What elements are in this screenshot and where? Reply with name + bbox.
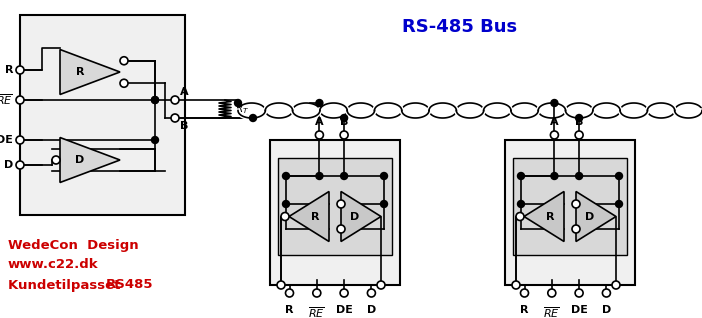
Circle shape [380, 172, 388, 179]
Bar [270, 140, 400, 285]
Circle shape [576, 172, 583, 179]
Circle shape [286, 289, 293, 297]
Circle shape [548, 289, 556, 297]
Circle shape [152, 96, 159, 103]
Bar [20, 15, 185, 215]
Circle shape [52, 156, 60, 164]
Text: RS-485 Bus: RS-485 Bus [402, 18, 517, 36]
Circle shape [612, 281, 620, 289]
Circle shape [249, 114, 256, 121]
Circle shape [282, 201, 289, 208]
Circle shape [16, 96, 24, 104]
Circle shape [616, 201, 623, 208]
Circle shape [572, 200, 580, 208]
Text: $R_T$: $R_T$ [235, 102, 249, 116]
Circle shape [340, 114, 347, 121]
Polygon shape [341, 191, 381, 241]
Circle shape [572, 225, 580, 233]
Polygon shape [60, 137, 120, 183]
Text: DE: DE [0, 135, 13, 145]
Text: $\overline{RE}$: $\overline{RE}$ [308, 305, 325, 318]
Bar [278, 158, 392, 255]
Polygon shape [576, 191, 616, 241]
Circle shape [120, 57, 128, 65]
Circle shape [517, 172, 524, 179]
Circle shape [316, 100, 323, 107]
Text: A: A [180, 87, 189, 97]
Text: D: D [366, 305, 376, 315]
Circle shape [277, 281, 285, 289]
Circle shape [575, 131, 583, 139]
Text: Kundetilpasset: Kundetilpasset [8, 279, 125, 292]
Circle shape [315, 131, 324, 139]
Circle shape [171, 114, 179, 122]
Text: B: B [575, 117, 583, 127]
Text: www.c22.dk: www.c22.dk [8, 259, 98, 272]
Bar [513, 158, 627, 255]
Text: A: A [550, 117, 559, 127]
Circle shape [337, 225, 345, 233]
Circle shape [377, 281, 385, 289]
Circle shape [602, 289, 611, 297]
Text: D: D [350, 211, 359, 222]
Text: R: R [285, 305, 293, 315]
Circle shape [340, 289, 348, 297]
Polygon shape [524, 191, 564, 241]
Circle shape [551, 100, 558, 107]
Bar [505, 140, 635, 285]
Text: $\overline{RE}$: $\overline{RE}$ [0, 93, 13, 107]
Circle shape [616, 172, 623, 179]
Circle shape [340, 172, 347, 179]
Circle shape [517, 201, 524, 208]
Circle shape [551, 172, 558, 179]
Text: R: R [76, 67, 84, 77]
Text: R: R [4, 65, 13, 75]
Text: B: B [180, 121, 188, 131]
Text: D: D [602, 305, 611, 315]
Circle shape [281, 212, 289, 220]
Circle shape [313, 289, 321, 297]
Circle shape [120, 79, 128, 87]
Text: R: R [312, 211, 320, 222]
Text: $\overline{RE}$: $\overline{RE}$ [543, 305, 560, 318]
Polygon shape [60, 50, 120, 94]
Circle shape [316, 172, 323, 179]
Text: D: D [585, 211, 594, 222]
Circle shape [520, 289, 529, 297]
Circle shape [337, 200, 345, 208]
Text: DE: DE [571, 305, 588, 315]
Text: DE: DE [336, 305, 352, 315]
Circle shape [340, 131, 348, 139]
Text: B: B [340, 117, 348, 127]
Circle shape [171, 96, 179, 104]
Circle shape [16, 136, 24, 144]
Text: A: A [315, 117, 324, 127]
Circle shape [367, 289, 376, 297]
Circle shape [152, 96, 159, 103]
Text: D: D [75, 155, 85, 165]
Circle shape [282, 172, 289, 179]
Circle shape [380, 201, 388, 208]
Circle shape [16, 161, 24, 169]
Text: R: R [520, 305, 529, 315]
Circle shape [16, 66, 24, 74]
Text: R: R [546, 211, 555, 222]
Circle shape [516, 212, 524, 220]
Circle shape [152, 136, 159, 143]
Circle shape [512, 281, 520, 289]
Circle shape [234, 100, 241, 107]
Polygon shape [289, 191, 329, 241]
Text: RS485: RS485 [105, 279, 153, 292]
Text: WedeCon  Design: WedeCon Design [8, 238, 138, 252]
Text: D: D [4, 160, 13, 170]
Circle shape [575, 289, 583, 297]
Circle shape [550, 131, 558, 139]
Circle shape [576, 114, 583, 121]
